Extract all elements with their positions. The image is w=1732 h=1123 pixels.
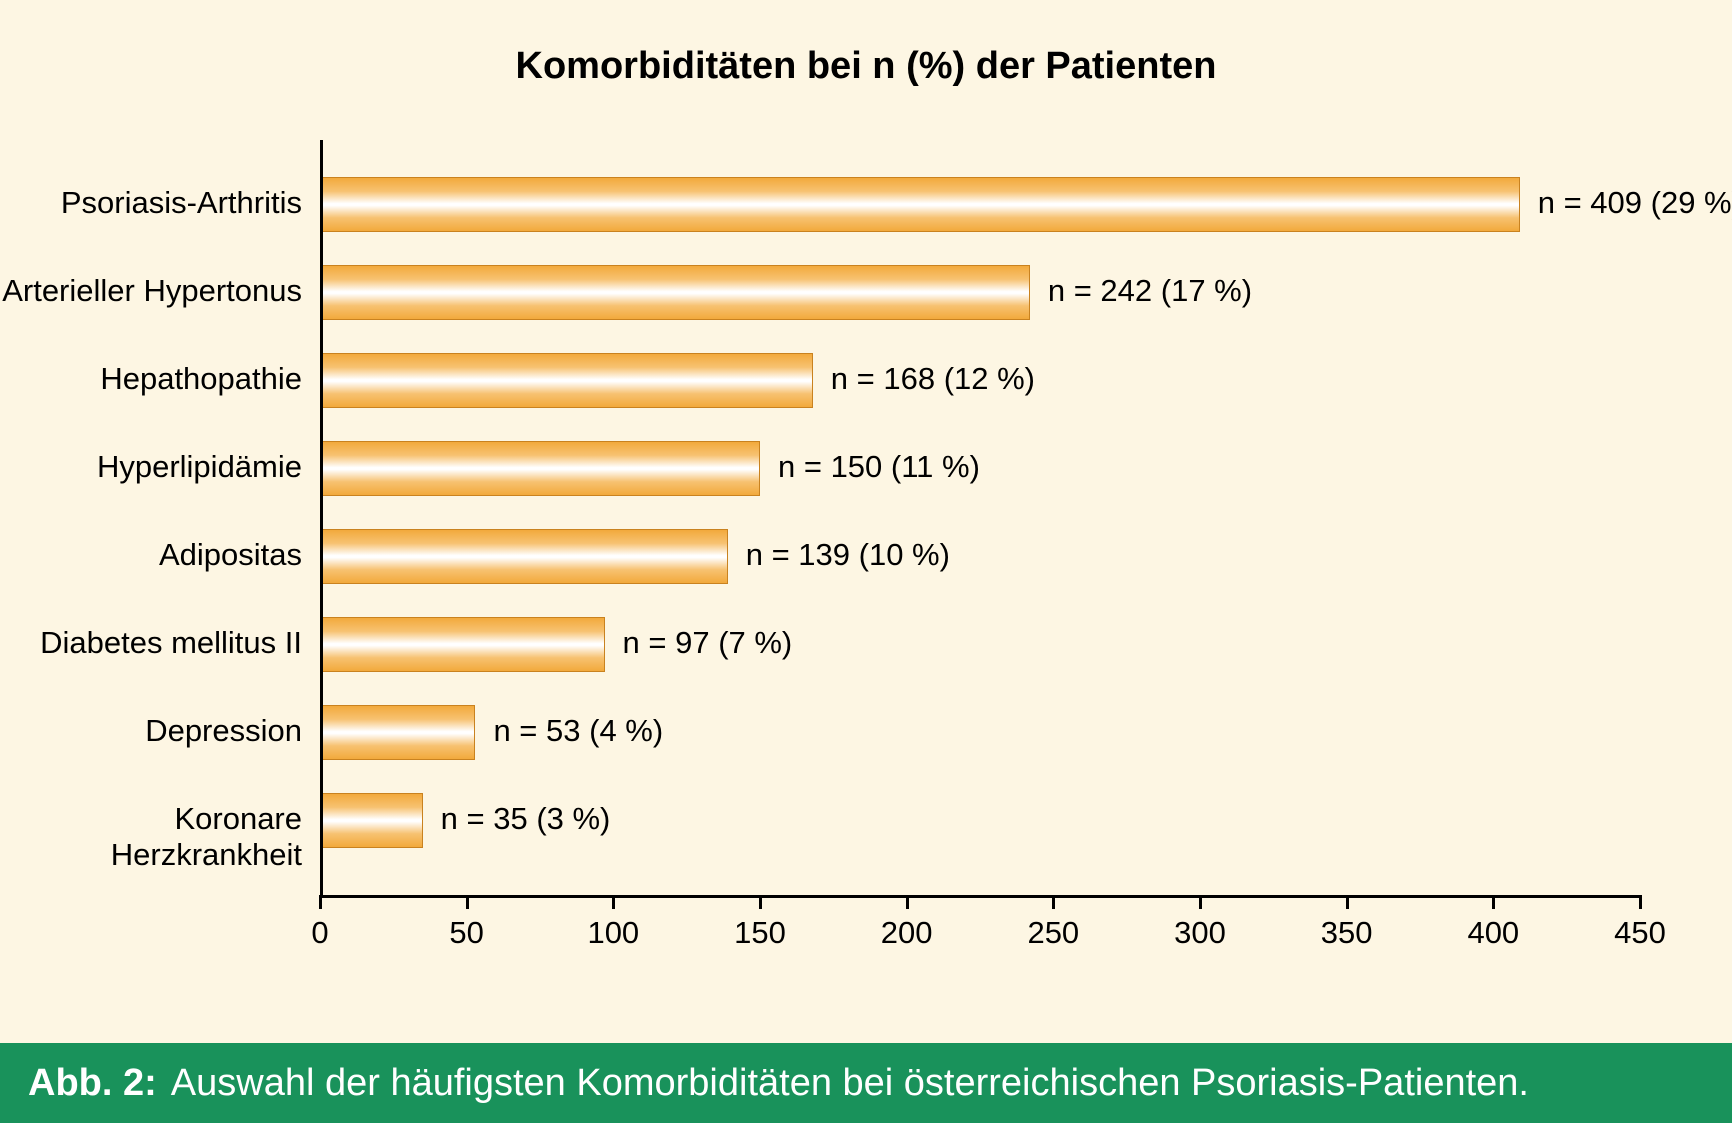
bar-5 bbox=[320, 617, 605, 672]
y-label-3: Hyperlipidämie bbox=[0, 449, 302, 485]
figure: Komorbiditäten bei n (%) der Patienten P… bbox=[0, 0, 1732, 1123]
y-label-5: Diabetes mellitus II bbox=[0, 625, 302, 661]
y-axis-line bbox=[320, 140, 323, 898]
bar-6 bbox=[320, 705, 475, 760]
x-tick-5 bbox=[1052, 895, 1055, 909]
caption-prefix: Abb. 2: bbox=[28, 1062, 157, 1105]
bar-label-2: n = 168 (12 %) bbox=[831, 361, 1035, 397]
caption-text: Auswahl der häufigsten Komorbiditäten be… bbox=[171, 1062, 1529, 1105]
x-tick-8 bbox=[1492, 895, 1495, 909]
chart-title: Komorbiditäten bei n (%) der Patienten bbox=[0, 45, 1732, 88]
bar-label-7: n = 35 (3 %) bbox=[441, 801, 611, 837]
x-tick-0 bbox=[319, 895, 322, 909]
bar-0 bbox=[320, 177, 1520, 232]
x-tick-label-7: 350 bbox=[1307, 915, 1387, 951]
bar-4 bbox=[320, 529, 728, 584]
x-tick-label-3: 150 bbox=[720, 915, 800, 951]
x-tick-label-0: 0 bbox=[280, 915, 360, 951]
bar-2 bbox=[320, 353, 813, 408]
x-tick-label-5: 250 bbox=[1013, 915, 1093, 951]
x-tick-label-4: 200 bbox=[867, 915, 947, 951]
bar-label-1: n = 242 (17 %) bbox=[1048, 273, 1252, 309]
x-tick-1 bbox=[466, 895, 469, 909]
x-tick-7 bbox=[1346, 895, 1349, 909]
y-label-4: Adipositas bbox=[0, 537, 302, 573]
chart-panel: Komorbiditäten bei n (%) der Patienten P… bbox=[0, 0, 1732, 1043]
x-tick-label-1: 50 bbox=[427, 915, 507, 951]
x-tick-label-9: 450 bbox=[1600, 915, 1680, 951]
x-tick-9 bbox=[1639, 895, 1642, 909]
x-axis-line bbox=[320, 895, 1640, 898]
y-label-0: Psoriasis-Arthritis bbox=[0, 185, 302, 221]
y-label-6: Depression bbox=[0, 713, 302, 749]
bar-label-5: n = 97 (7 %) bbox=[623, 625, 793, 661]
bar-1 bbox=[320, 265, 1030, 320]
x-tick-label-2: 100 bbox=[573, 915, 653, 951]
y-label-2: Hepathopathie bbox=[0, 361, 302, 397]
caption-bar: Abb. 2: Auswahl der häufigsten Komorbidi… bbox=[0, 1043, 1732, 1123]
y-label-7: Koronare Herzkrankheit bbox=[0, 801, 302, 873]
bar-3 bbox=[320, 441, 760, 496]
x-tick-4 bbox=[906, 895, 909, 909]
bar-label-3: n = 150 (11 %) bbox=[778, 449, 980, 485]
bar-label-4: n = 139 (10 %) bbox=[746, 537, 950, 573]
x-tick-label-8: 400 bbox=[1453, 915, 1533, 951]
x-tick-2 bbox=[612, 895, 615, 909]
bar-7 bbox=[320, 793, 423, 848]
y-label-1: Arterieller Hypertonus bbox=[0, 273, 302, 309]
x-tick-6 bbox=[1199, 895, 1202, 909]
x-tick-3 bbox=[759, 895, 762, 909]
x-tick-label-6: 300 bbox=[1160, 915, 1240, 951]
bar-label-0: n = 409 (29 %) bbox=[1538, 185, 1732, 221]
bar-label-6: n = 53 (4 %) bbox=[493, 713, 663, 749]
